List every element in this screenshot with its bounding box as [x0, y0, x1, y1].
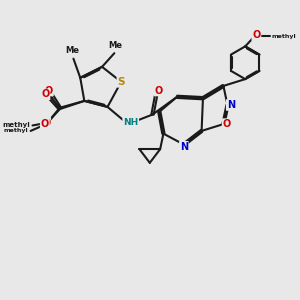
- Text: O: O: [42, 118, 50, 128]
- Text: methyl: methyl: [3, 128, 28, 133]
- Text: N: N: [227, 100, 235, 110]
- Text: O: O: [223, 119, 231, 129]
- Text: methyl: methyl: [272, 34, 297, 38]
- Text: Me: Me: [65, 46, 79, 56]
- Text: O: O: [41, 118, 49, 128]
- Text: N: N: [180, 142, 188, 152]
- Text: O: O: [45, 85, 53, 96]
- Text: O: O: [41, 89, 50, 99]
- Text: S: S: [117, 77, 125, 87]
- Text: O: O: [252, 31, 260, 40]
- Text: methyl: methyl: [3, 122, 30, 128]
- Text: NH: NH: [123, 118, 138, 127]
- Text: Me: Me: [109, 41, 123, 50]
- Text: O: O: [155, 85, 163, 96]
